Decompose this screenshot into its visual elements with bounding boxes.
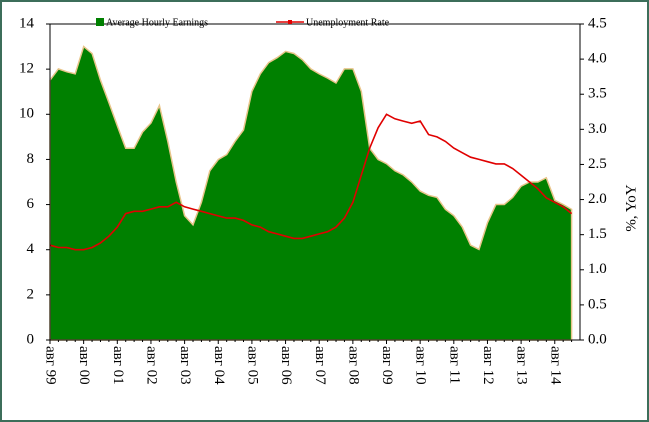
y2-tick-label: 3.0 bbox=[588, 121, 607, 137]
x-tick-label: авг 11 bbox=[446, 346, 462, 384]
x-tick-label: авг 03 bbox=[177, 346, 193, 385]
x-tick-label: авг 00 bbox=[76, 346, 92, 385]
legend-label: Unemployment Rate bbox=[306, 17, 390, 28]
y-tick-label: 14 bbox=[19, 15, 35, 31]
y-tick-label: 0 bbox=[27, 331, 35, 347]
x-tick-label: авг 13 bbox=[514, 346, 530, 385]
y2-tick-label: 4.0 bbox=[588, 51, 607, 67]
y2-axis-label: %, YoY bbox=[623, 184, 639, 231]
y-tick-label: 8 bbox=[27, 151, 35, 167]
y-tick-label: 6 bbox=[27, 196, 35, 212]
y2-tick-label: 4.5 bbox=[588, 15, 607, 31]
x-tick-label: авг 12 bbox=[480, 346, 496, 385]
legend-marker bbox=[288, 20, 292, 24]
x-tick-label: авг 01 bbox=[110, 346, 126, 385]
x-tick-label: авг 09 bbox=[379, 346, 395, 385]
legend-swatch bbox=[96, 18, 104, 26]
x-tick-label: авг 08 bbox=[345, 346, 361, 385]
x-tick-label: авг 99 bbox=[43, 346, 59, 385]
y-tick-label: 4 bbox=[27, 241, 35, 257]
legend-label: Average Hourly Earnings bbox=[106, 17, 208, 28]
area bbox=[49, 45, 573, 341]
y2-tick-label: 1.5 bbox=[588, 226, 607, 242]
y-tick-label: 12 bbox=[19, 61, 34, 77]
y-tick-label: 10 bbox=[19, 106, 34, 122]
y2-tick-label: 3.5 bbox=[588, 86, 607, 102]
x-tick-label: авг 06 bbox=[278, 346, 294, 385]
x-tick-label: авг 10 bbox=[413, 346, 429, 385]
y2-tick-label: 0.0 bbox=[588, 331, 607, 347]
y2-tick-label: 1.0 bbox=[588, 261, 607, 277]
line bbox=[49, 113, 573, 251]
x-tick-label: авг 14 bbox=[547, 346, 563, 385]
plot-frame bbox=[49, 23, 581, 341]
x-tick-label: авг 07 bbox=[312, 346, 328, 385]
x-tick-label: авг 05 bbox=[244, 346, 260, 385]
x-tick-label: авг 04 bbox=[211, 346, 227, 385]
y2-tick-label: 2.0 bbox=[588, 191, 607, 207]
y2-tick-label: 2.5 bbox=[588, 156, 607, 172]
y-tick-label: 2 bbox=[27, 286, 35, 302]
y2-tick-label: 0.5 bbox=[588, 296, 607, 312]
x-tick-label: авг 02 bbox=[144, 346, 160, 385]
